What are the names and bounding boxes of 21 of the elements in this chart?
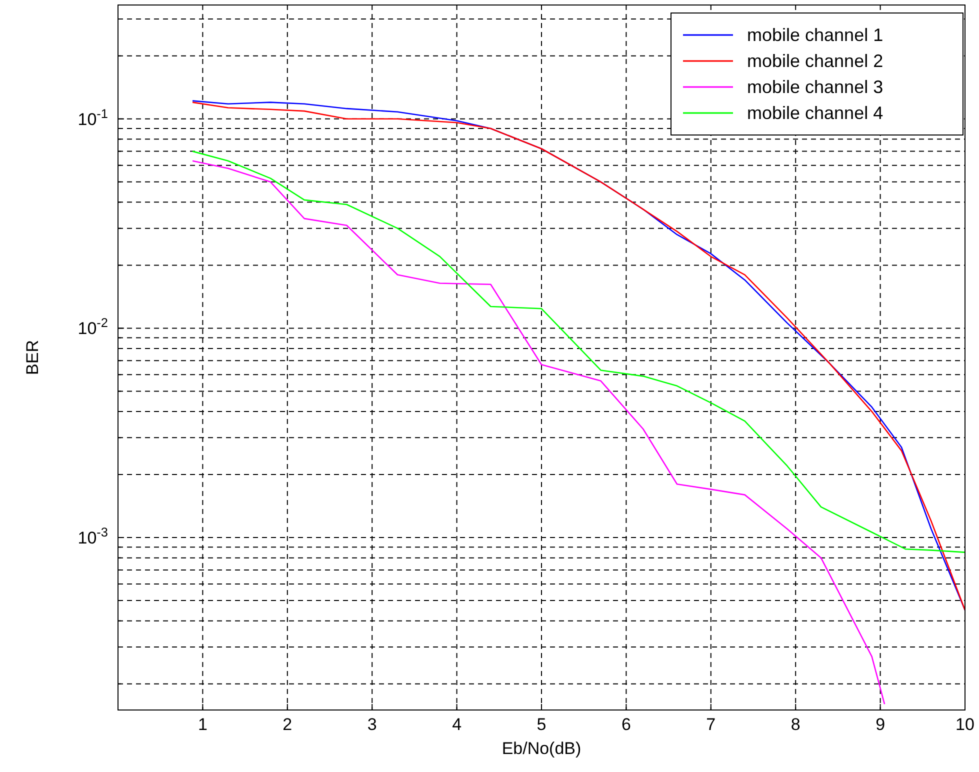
- legend-label: mobile channel 1: [747, 25, 884, 45]
- x-tick-label: 1: [198, 715, 208, 734]
- line-series: [192, 160, 886, 705]
- x-tick-label: 4: [452, 715, 462, 734]
- x-tick-label: 6: [621, 715, 631, 734]
- legend-label: mobile channel 3: [747, 77, 884, 97]
- x-tick-label: 3: [367, 715, 377, 734]
- y-tick-label: 10$^{-2}$: [78, 314, 108, 338]
- x-tick-label: 9: [876, 715, 886, 734]
- x-axis-title: Eb/No(dB): [502, 739, 582, 758]
- x-tick-label: 2: [282, 715, 292, 734]
- x-tick-label: 5: [536, 715, 546, 734]
- y-tick-label: 10$^{-3}$: [78, 524, 108, 548]
- line-series: [192, 150, 965, 553]
- x-tick-label: 10: [956, 715, 974, 734]
- y-tick-label: 10$^{-1}$: [78, 105, 108, 129]
- legend-label: mobile channel 2: [747, 51, 884, 71]
- x-tick-label: 7: [706, 715, 716, 734]
- x-tick-label: 8: [790, 715, 800, 734]
- legend-label: mobile channel 4: [747, 103, 884, 123]
- y-axis-title: BER: [23, 340, 42, 375]
